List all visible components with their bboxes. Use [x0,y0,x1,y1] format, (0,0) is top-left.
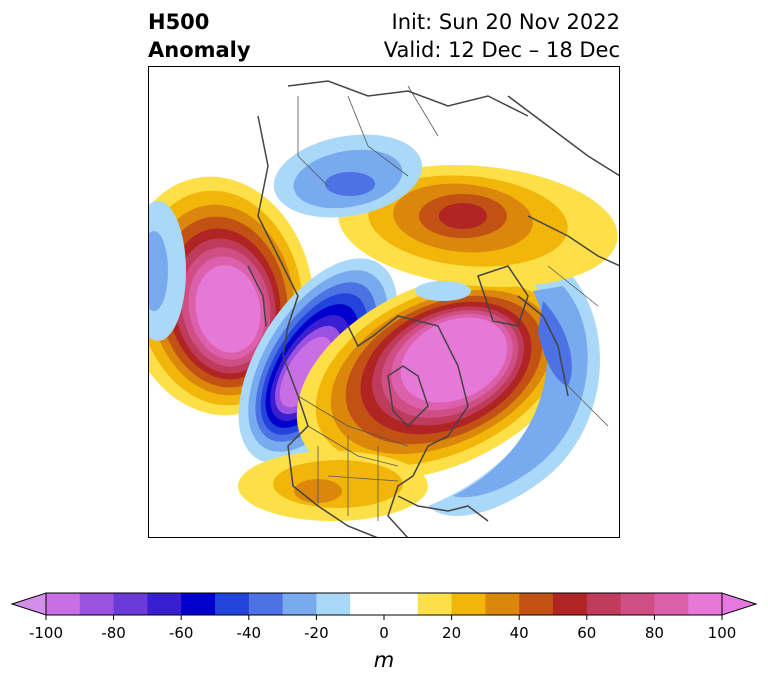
colorbar-swatch [485,593,520,615]
init-date: Init: Sun 20 Nov 2022 [391,10,620,34]
colorbar-swatch [451,593,486,615]
colorbar-tick-label: 60 [577,624,596,642]
colorbar-swatch [654,593,689,615]
colorbar-swatch [79,593,115,615]
colorbar-swatch [620,593,655,615]
colorbar-tick-label: 40 [510,624,529,642]
title-left: H500 Anomaly [148,8,251,64]
colorbar-label: m [374,648,394,672]
colorbar-swatch [350,593,385,615]
colorbar-swatch [586,593,622,615]
colorbar-tick-label: -20 [304,624,329,642]
colorbar-swatch [519,593,554,615]
borders [297,85,609,521]
colorbar-extend-low [10,592,47,616]
colorbar-swatch [215,593,250,615]
colorbar-swatch [688,593,723,615]
colorbar-ticks: -100 -80 -60 -40 -20 0 20 40 60 80 100 [29,615,736,642]
colorbar-swatch [384,593,419,615]
colorbar-extend-high [721,592,758,616]
ridge-arctic [338,164,618,288]
colorbar-tick-label: -60 [169,624,194,642]
title-right: Init: Sun 20 Nov 2022 Valid: 12 Dec – 18… [384,8,620,64]
colorbar-swatch [147,593,182,615]
colorbar-tick-label: -80 [101,624,126,642]
colorbar-tick-label: -100 [29,624,63,642]
colorbar: -100 -80 -60 -40 -20 0 20 40 60 80 100 m [10,592,758,672]
colorbar-swatch [553,593,588,615]
title-field-type: Anomaly [148,38,251,62]
anomaly-map [148,66,620,538]
colorbar-swatches [46,593,723,615]
title-field-name: H500 [148,10,210,34]
valid-range: Valid: 12 Dec – 18 Dec [383,38,620,62]
trough-siberia [273,134,423,218]
colorbar-swatch [113,593,148,615]
colorbar-tick-label: 80 [645,624,664,642]
colorbar-swatch [46,593,81,615]
colorbar-tick-label: 20 [442,624,461,642]
colorbar-swatch [316,593,351,615]
colorbar-tick-label: -40 [237,624,262,642]
coastlines [247,80,620,538]
colorbar-tick-label: 0 [379,624,389,642]
colorbar-swatch [181,593,216,615]
colorbar-swatch [248,593,284,615]
colorbar-tick-label: 100 [708,624,737,642]
colorbar-swatch [282,593,317,615]
colorbar-swatch [417,593,453,615]
